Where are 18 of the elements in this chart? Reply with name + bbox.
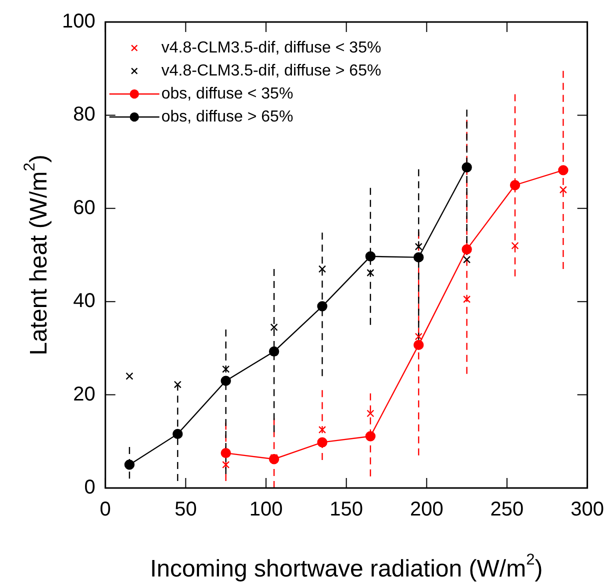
x-tick-label: 250 bbox=[490, 498, 524, 521]
legend-label: obs, diffuse > 65% bbox=[161, 108, 294, 126]
y-tick-label: 100 bbox=[62, 10, 96, 33]
x-tick-label: 50 bbox=[174, 498, 197, 521]
y-tick-label: 80 bbox=[73, 104, 96, 126]
x-tick-label: 300 bbox=[570, 498, 604, 521]
y-tick-label: 0 bbox=[84, 476, 96, 499]
x-tick-label: 100 bbox=[249, 498, 283, 521]
y-axis-title: Latent heat (W/m2) bbox=[22, 154, 53, 356]
y-tick-label: 20 bbox=[73, 383, 96, 406]
x-tick-label: 0 bbox=[100, 498, 111, 521]
legend-label: obs, diffuse < 35% bbox=[161, 85, 294, 102]
y-tick-label: 40 bbox=[73, 290, 96, 312]
legend-label: v4.8-CLM3.5-dif, diffuse < 35% bbox=[161, 39, 382, 56]
y-tick-label: 60 bbox=[73, 196, 96, 219]
x-tick-label: 150 bbox=[330, 498, 364, 521]
legend-label: v4.8-CLM3.5-dif, diffuse > 65% bbox=[161, 62, 382, 80]
x-tick-label: 200 bbox=[410, 498, 444, 521]
